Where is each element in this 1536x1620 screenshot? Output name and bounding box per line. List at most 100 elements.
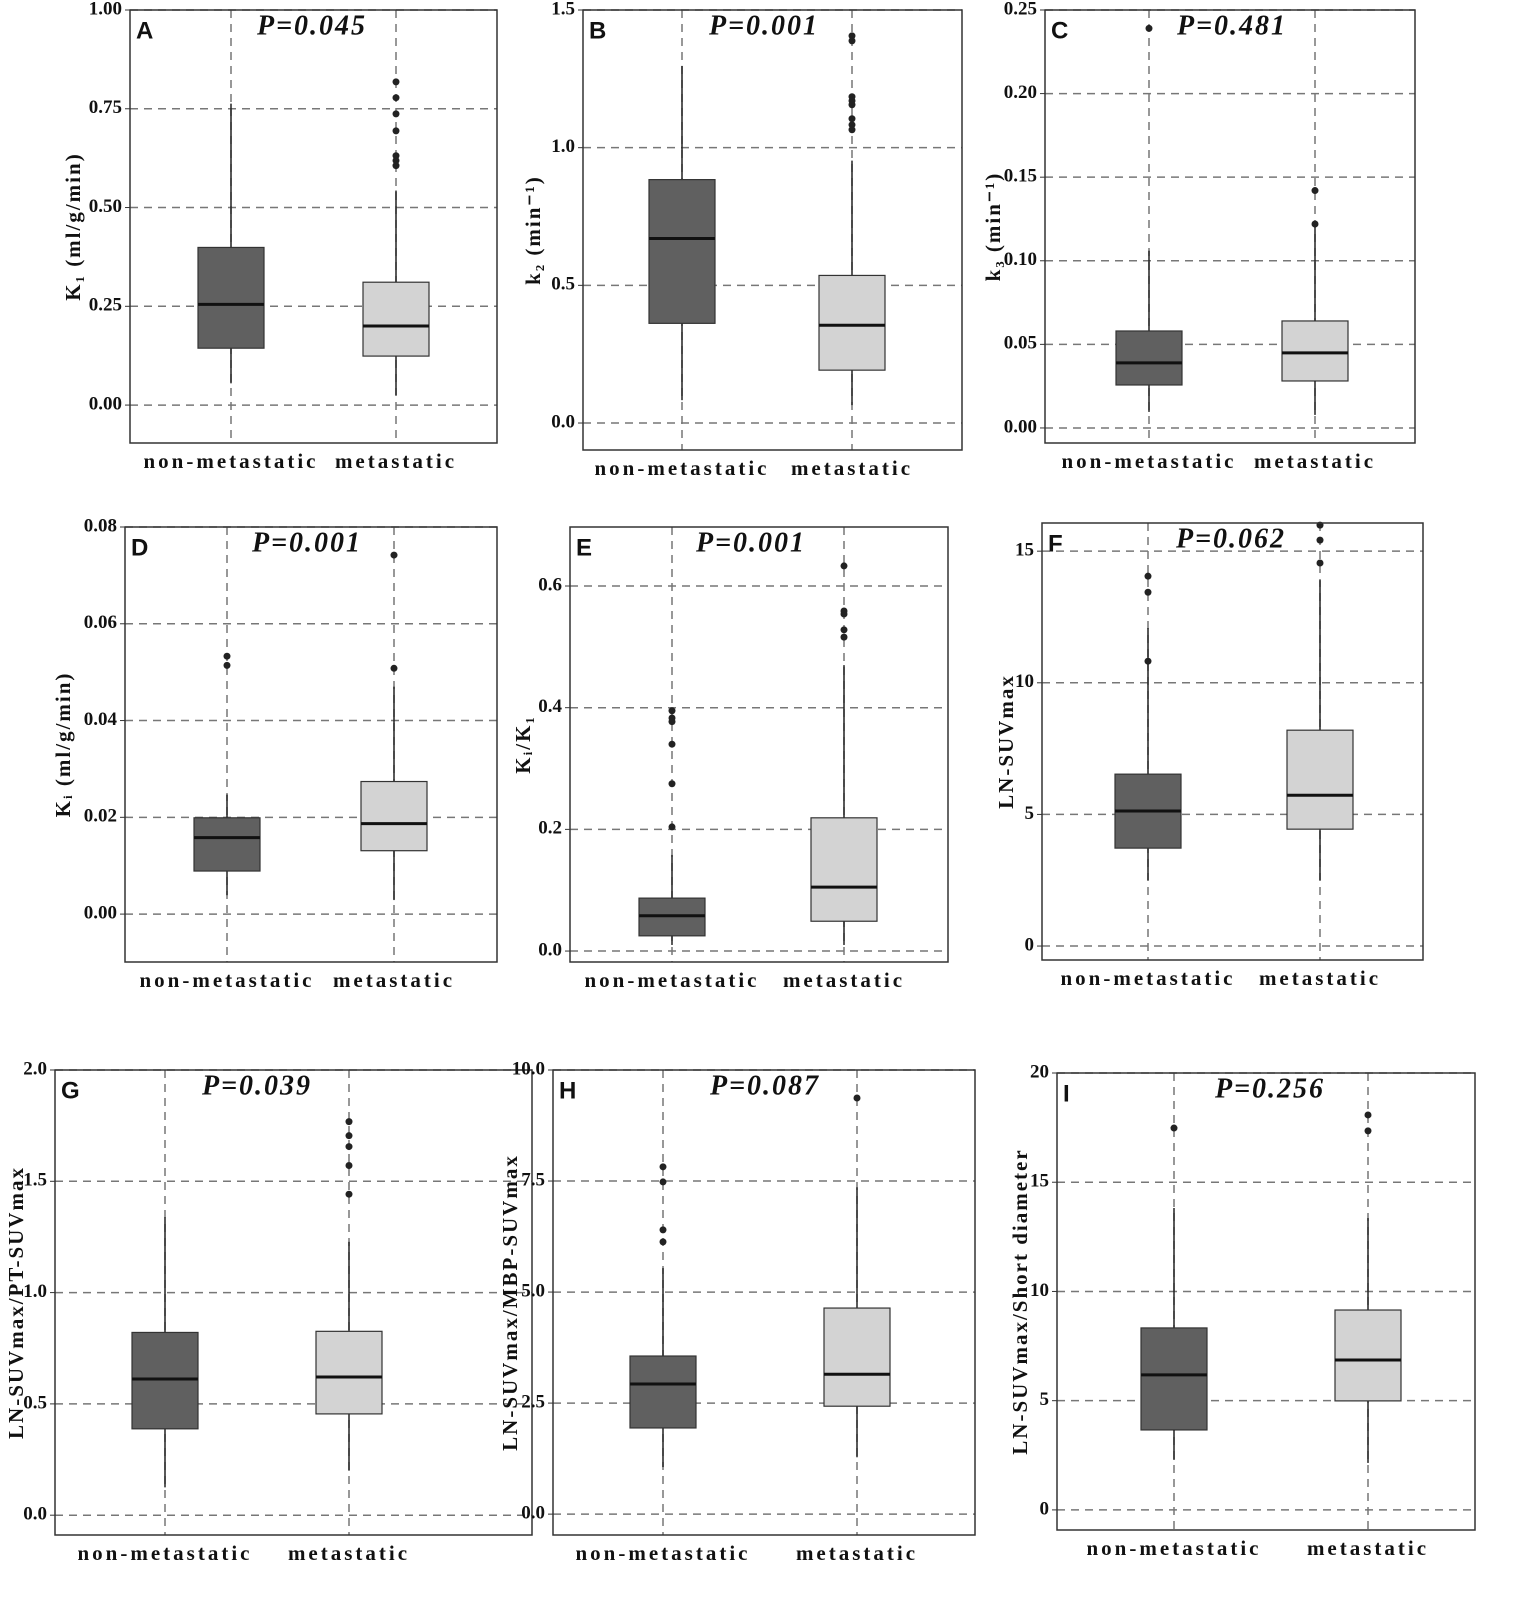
outlier [392,94,400,102]
outlier [345,1132,353,1140]
outlier [223,661,231,669]
outlier [659,1163,667,1171]
y-axis-label: k₂ (min⁻¹) [521,175,545,285]
outlier [1364,1127,1372,1135]
panel: 0.00 0.02 0.04 0.06 0.08 non-metastatic metast… [51,515,498,992]
x-tick-label: non-metastatic [140,968,315,992]
y-tick-label: 5 [1040,1389,1050,1410]
y-tick-label: 0.02 [84,806,117,827]
x-tick-label: non-metastatic [1062,449,1237,473]
outlier [668,740,676,748]
box [197,246,265,349]
y-tick-label: 0.00 [1004,416,1037,437]
y-tick-label: 0.08 [84,515,117,536]
box [1115,330,1183,386]
y-tick-label: 0.0 [521,1502,545,1523]
y-tick-label: 0.2 [538,818,562,839]
box [1281,320,1349,382]
panel-letter: G [61,1077,80,1104]
y-tick-label: 0.5 [23,1392,47,1413]
x-tick-label: non-metastatic [1061,966,1236,990]
outlier [223,652,231,660]
panel-letter: D [131,534,148,561]
y-tick-label: 1.00 [89,0,122,19]
outlier [668,780,676,788]
y-tick-label: 0.00 [89,393,122,414]
x-tick-label: metastatic [288,1541,410,1565]
panel-letter: A [136,17,153,44]
x-tick-label: metastatic [791,456,913,480]
y-tick-label: 0.05 [1004,333,1037,354]
x-tick-label: non-metastatic [1087,1536,1262,1560]
panel: 0 5 10 15 non-metastatic metastatic F P=0.062 LN… [994,521,1424,990]
outlier [848,115,856,123]
box [1286,729,1354,830]
outlier [1316,559,1324,567]
y-axis-label: LN-SUVmax [994,674,1018,809]
y-tick-label: 0.15 [1004,166,1037,187]
outlier [392,127,400,135]
outlier [853,1094,861,1102]
box [823,1307,891,1407]
y-tick-label: 0.06 [84,612,117,633]
plot-frame [1041,522,1424,961]
x-tick-label: non-metastatic [585,968,760,992]
y-axis-label: Kᵢ/K₁ [511,715,535,774]
plot-frame [124,526,498,963]
outlier [1364,1111,1372,1119]
box [362,281,430,357]
outlier [392,162,400,170]
panel: 0 5 10 15 20 non-metastatic metastatic I P=0.256… [1008,1061,1476,1560]
outlier [1311,220,1319,228]
y-tick-label: 0.0 [538,939,562,960]
panel-letter: I [1063,1080,1070,1107]
outlier [392,110,400,118]
outlier [848,32,856,40]
panel-letter: B [589,17,606,44]
chart-title: P=0.001 [695,527,806,558]
chart-title: P=0.001 [251,527,362,558]
box [1140,1327,1208,1431]
x-tick-label: metastatic [1259,966,1381,990]
x-tick-label: non-metastatic [78,1541,253,1565]
y-axis-label: LN-SUVmax/PT-SUVmax [4,1166,28,1439]
chart-title: P=0.481 [1176,10,1287,41]
x-tick-label: metastatic [796,1541,918,1565]
outlier [668,707,676,715]
y-axis-label: Kᵢ (ml/g/min) [51,672,75,818]
outlier [659,1226,667,1234]
outlier [390,551,398,559]
x-tick-label: metastatic [783,968,905,992]
outlier [848,101,856,109]
plot-frame [569,526,949,963]
panel: 0.0 0.5 1.0 1.5 2.0 non-metastatic metastatic G… [4,1058,533,1565]
outlier [848,121,856,129]
outlier [1316,536,1324,544]
box [315,1330,383,1415]
y-axis-label: LN-SUVmax/MBP-SUVmax [498,1154,522,1451]
y-tick-label: 0.75 [89,97,122,118]
plot-frame [1056,1072,1476,1531]
y-tick-label: 1.5 [551,0,575,19]
outlier [345,1143,353,1151]
y-tick-label: 10 [1015,671,1034,692]
x-tick-label: metastatic [1307,1536,1429,1560]
panel: 0.0 0.2 0.4 0.6 non-metastatic metastatic E P=0… [511,526,949,992]
y-tick-label: 0 [1025,934,1035,955]
chart-title: P=0.039 [201,1070,312,1101]
outlier [345,1190,353,1198]
panel-letter: E [576,534,592,561]
y-tick-label: 2.5 [521,1391,545,1412]
outlier [840,562,848,570]
box [131,1331,199,1430]
outlier [840,626,848,634]
outlier [840,610,848,618]
y-axis-label: K₁ (ml/g/min) [61,152,85,300]
outlier [1145,24,1153,32]
x-tick-label: metastatic [1254,449,1376,473]
panel-letter: F [1048,530,1063,557]
y-tick-label: 0.6 [538,574,562,595]
y-tick-label: 0.25 [89,295,122,316]
y-tick-label: 7.5 [521,1169,545,1190]
y-tick-label: 2.0 [23,1058,47,1079]
